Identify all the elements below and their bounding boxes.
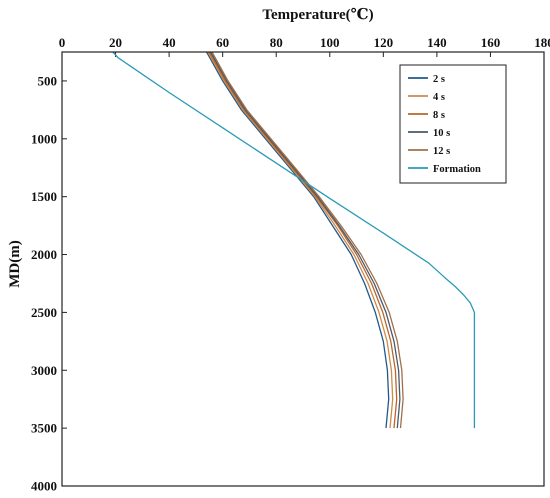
y-tick-label: 4000 [31, 479, 57, 494]
x-tick-label: 140 [427, 35, 447, 50]
x-tick-label: 60 [216, 35, 229, 50]
y-tick-label: 2500 [31, 305, 57, 320]
y-tick-label: 3000 [31, 363, 57, 378]
legend-label: 12 s [433, 146, 450, 157]
legend: 2 s 4 s 8 s 10 s 12 s Formation [399, 64, 507, 184]
legend-label: 2 s [433, 74, 445, 85]
plot-area-frame [61, 51, 545, 487]
x-tick-label: 120 [374, 35, 394, 50]
x-tick-label: 100 [320, 35, 340, 50]
x-tick-label: 80 [270, 35, 283, 50]
series-layer [112, 51, 476, 429]
series-line [210, 51, 401, 429]
series-line [206, 51, 390, 429]
legend-box [399, 64, 507, 184]
y-axis-title: MD(m) [7, 240, 23, 287]
series-line [207, 51, 394, 429]
y-axis-ticks: 500 1000 1500 2000 2500 3000 3500 4000 [31, 73, 67, 494]
y-tick-label: 1500 [31, 189, 57, 204]
y-tick-label: 2000 [31, 247, 57, 262]
series-line [112, 51, 476, 429]
y-tick-label: 3500 [31, 421, 57, 436]
legend-label: 4 s [433, 92, 445, 103]
y-tick-label: 1000 [31, 131, 57, 146]
legend-label: 10 s [433, 128, 450, 139]
legend-label: 8 s [433, 110, 445, 121]
x-tick-label: 160 [481, 35, 501, 50]
series-line [208, 51, 398, 429]
series-line [211, 51, 404, 429]
x-axis-ticks: 0 20 40 60 80 100 120 140 160 180 [59, 35, 550, 57]
y-tick-label: 500 [38, 73, 58, 88]
x-tick-label: 20 [109, 35, 122, 50]
x-tick-label: 0 [59, 35, 66, 50]
x-axis-title: Temperature(℃) [262, 7, 373, 23]
legend-label: Formation [433, 164, 481, 175]
x-tick-label: 40 [163, 35, 176, 50]
x-tick-label: 180 [534, 35, 550, 50]
